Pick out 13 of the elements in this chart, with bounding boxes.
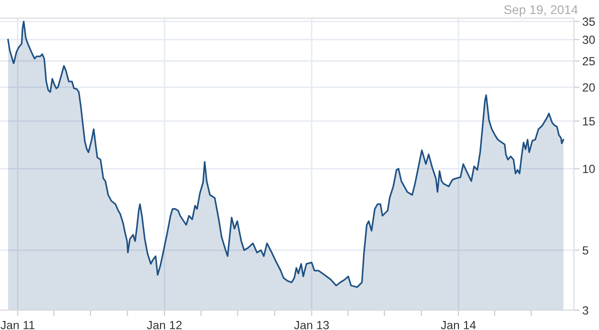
text: Sep 19, 2014	[504, 5, 578, 17]
y-tick-label: 3	[582, 306, 588, 315]
x-tick-label: Jan 14	[440, 321, 476, 330]
x-tick-label: Jan 12	[146, 320, 182, 330]
y-tick-label: 25	[582, 57, 595, 66]
y-tick-label: 5	[582, 246, 588, 255]
y-tick-label: 20	[582, 83, 595, 92]
x-tick-label: Jan 13	[294, 320, 329, 330]
x-tick-label: Jan 11	[0, 321, 34, 330]
y-tick-label: 30	[582, 36, 595, 44]
y-tick-label: 15	[583, 117, 595, 126]
y-tick-label: 35	[582, 17, 595, 26]
y-tick-label: 10	[583, 164, 595, 174]
